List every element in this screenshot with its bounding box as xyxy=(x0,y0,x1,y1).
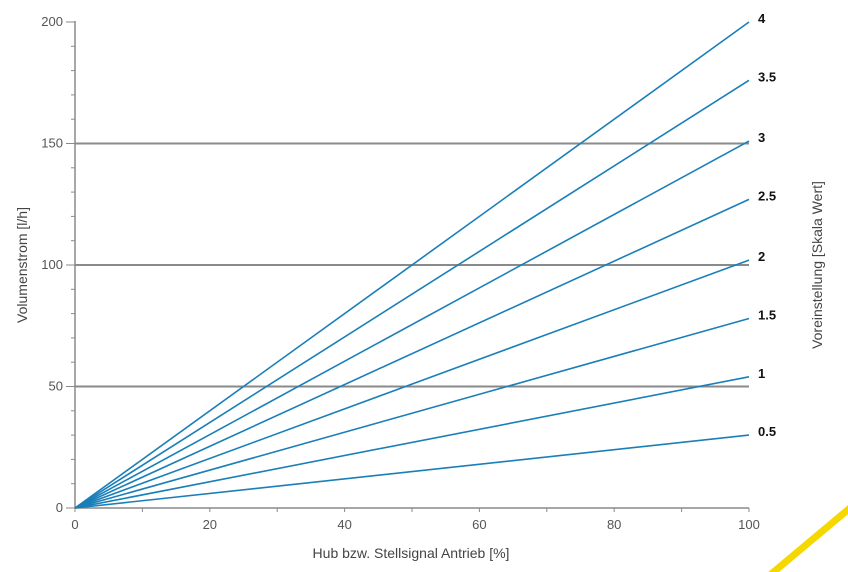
series-line-2 xyxy=(74,259,750,509)
series-label-3.5: 3.5 xyxy=(758,69,776,84)
series-label-3: 3 xyxy=(758,130,765,145)
tick-labels: 0 50 100 150 200 0 20 40 60 80 100 xyxy=(41,14,760,532)
axes xyxy=(66,21,750,512)
accent-stripe-line xyxy=(768,505,848,572)
x-tick-label: 60 xyxy=(472,517,486,532)
x-tick-label: 100 xyxy=(738,517,760,532)
series-line-2.5 xyxy=(74,198,750,509)
series-label-2.5: 2.5 xyxy=(758,188,776,203)
x-tick-label: 80 xyxy=(607,517,621,532)
y-axis-title: Volumenstrom [l/h] xyxy=(14,207,30,323)
series-line-0.5 xyxy=(74,434,750,509)
series-line-1.5 xyxy=(74,317,750,509)
series-label-4: 4 xyxy=(758,11,766,26)
right-axis-title: Voreinstellung [Skala Wert] xyxy=(809,181,825,349)
series-label-1: 1 xyxy=(758,366,765,381)
y-tick-label: 150 xyxy=(41,136,63,151)
x-tick-label: 0 xyxy=(71,517,78,532)
y-tick-label: 100 xyxy=(41,257,63,272)
series-label-1.5: 1.5 xyxy=(758,307,776,322)
series-line-4 xyxy=(74,21,750,509)
series-line-3.5 xyxy=(74,79,750,509)
series-line-1 xyxy=(74,375,750,509)
series-lines xyxy=(74,21,750,509)
y-tick-label: 50 xyxy=(49,379,63,394)
x-tick-label: 20 xyxy=(203,517,217,532)
accent-stripe xyxy=(768,505,848,572)
series-label-2: 2 xyxy=(758,249,765,264)
x-axis-title: Hub bzw. Stellsignal Antrieb [%] xyxy=(313,545,510,561)
y-tick-label: 0 xyxy=(56,500,63,515)
series-label-0.5: 0.5 xyxy=(758,424,776,439)
x-tick-label: 40 xyxy=(337,517,351,532)
y-tick-label: 200 xyxy=(41,14,63,29)
series-line-3 xyxy=(74,140,750,509)
series-labels: 0.5 1 1.5 2 2.5 3 3.5 4 xyxy=(758,11,776,439)
